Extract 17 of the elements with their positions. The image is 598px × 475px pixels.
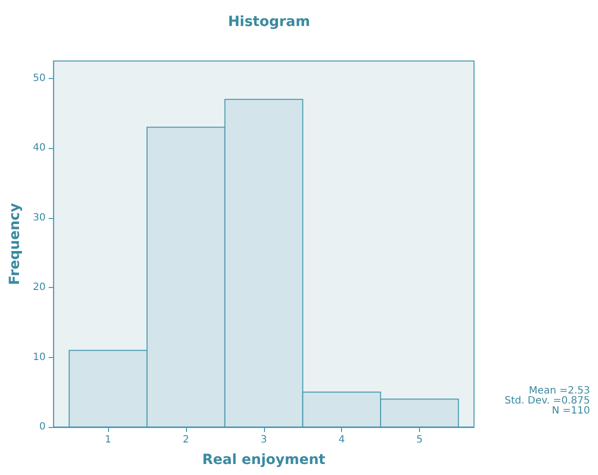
y-tick-label: 30 xyxy=(32,212,46,224)
text: Mean =2.53 xyxy=(528,386,590,396)
chart-title: Histogram xyxy=(228,14,310,30)
x-tick-label: 5 xyxy=(416,434,423,446)
x-tick-label: 4 xyxy=(338,434,345,446)
y-tick-label: 40 xyxy=(32,142,46,154)
x-tick-label: 3 xyxy=(260,434,267,446)
x-tick-label: 2 xyxy=(182,434,190,446)
y-axis-title: Frequency xyxy=(7,203,23,285)
text: N =110 xyxy=(552,406,590,416)
y-tick-label: 0 xyxy=(39,422,46,432)
y-tick-label: 20 xyxy=(32,282,46,294)
y-tick-label: 10 xyxy=(32,352,46,363)
x-axis-title: Real enjoyment xyxy=(202,452,326,468)
x-tick-label: 1 xyxy=(104,434,112,446)
y-tick-label: 50 xyxy=(32,72,46,84)
text: Std. Dev. =0.875 xyxy=(504,396,590,406)
